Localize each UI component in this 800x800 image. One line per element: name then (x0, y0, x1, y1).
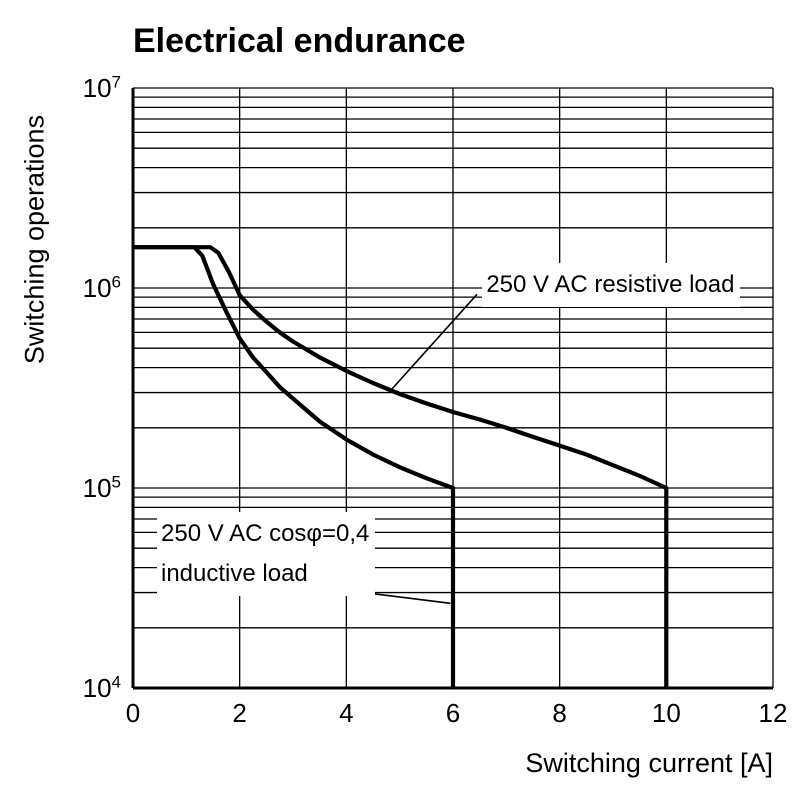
annotation-text-line: 250 V AC resistive load (486, 271, 735, 299)
x-tick-label: 0 (125, 698, 141, 728)
x-tick-label: 6 (445, 698, 461, 728)
annotation-text-line: 250 V AC cosφ=0,4 (161, 519, 370, 547)
x-tick-label: 12 (758, 698, 788, 728)
resistive-load-label: 250 V AC resistive load (482, 263, 741, 308)
annotation-text-line: inductive load (161, 559, 308, 587)
curve-inductive (133, 245, 456, 688)
chart-title: Electrical endurance (133, 22, 466, 60)
x-tick-label: 10 (651, 698, 681, 728)
curve-resistive (133, 245, 669, 688)
x-tick-label: 2 (232, 698, 247, 728)
y-tick-label: 105 (82, 472, 121, 503)
x-axis-title: Switching current [A] (525, 748, 773, 778)
y-tick-label: 106 (82, 272, 121, 303)
y-tick-label: 107 (82, 72, 121, 103)
annotation-leader-resistive-load-label (389, 293, 478, 392)
y-tick-label: 104 (82, 672, 121, 703)
x-tick-label: 4 (339, 698, 354, 728)
inductive-load-label: 250 V AC cosφ=0,4 inductive load (157, 511, 376, 596)
x-tick-label: 8 (552, 698, 567, 728)
